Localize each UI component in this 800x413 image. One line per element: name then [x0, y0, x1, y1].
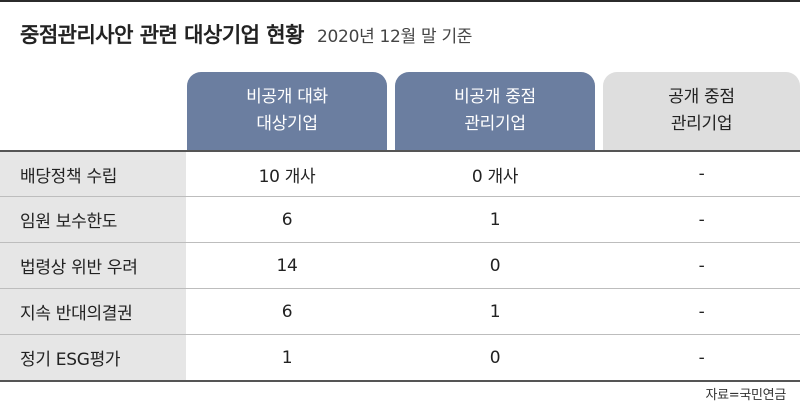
table-cell: 0	[489, 347, 501, 368]
table-row: 배당정책 수립 10 개사 0 개사 -	[0, 150, 800, 196]
column-header-public-focus: 공개 중점 관리기업	[603, 72, 800, 150]
row-label: 법령상 위반 우려	[0, 243, 186, 288]
table-header-row: 비공개 대화 대상기업 비공개 중점 관리기업 공개 중점 관리기업	[0, 72, 800, 150]
column-header-private-focus: 비공개 중점 관리기업	[395, 72, 595, 150]
table-cell: -	[698, 347, 705, 368]
table-cell: 0	[489, 255, 501, 276]
table-cell: 0 개사	[471, 166, 519, 187]
table-cell: 1	[489, 301, 501, 322]
table-cell: -	[698, 209, 705, 230]
table-cell: 1	[489, 209, 501, 230]
column-header-line: 비공개 대화	[246, 87, 328, 107]
row-label: 배당정책 수립	[0, 152, 186, 196]
column-header-line: 대상기업	[256, 114, 318, 134]
column-header-line: 공개 중점	[668, 87, 735, 107]
table-cell: -	[698, 301, 705, 322]
page-title: 중점관리사안 관련 대상기업 현황	[20, 23, 304, 47]
column-header-private-dialogue: 비공개 대화 대상기업	[187, 72, 387, 150]
table-cell: 1	[281, 347, 293, 368]
row-label: 임원 보수한도	[0, 197, 186, 242]
table-cell: 10 개사	[258, 166, 316, 187]
column-header-line: 관리기업	[670, 114, 733, 134]
table-cell: -	[698, 255, 705, 276]
table-cell: -	[698, 164, 705, 184]
row-label: 지속 반대의결권	[0, 289, 186, 334]
table-row: 임원 보수한도 6 1 -	[0, 196, 800, 242]
column-header-line: 비공개 중점	[454, 87, 536, 107]
table-row: 법령상 위반 우려 14 0 -	[0, 242, 800, 288]
table-row: 정기 ESG평가 1 0 -	[0, 334, 800, 382]
row-label: 정기 ESG평가	[0, 335, 186, 380]
column-header-line: 관리기업	[464, 114, 526, 134]
table-row: 지속 반대의결권 6 1 -	[0, 288, 800, 334]
title-row: 중점관리사안 관련 대상기업 현황 2020년 12월 말 기준	[20, 18, 472, 54]
page-subtitle: 2020년 12월 말 기준	[317, 27, 473, 47]
data-table: 비공개 대화 대상기업 비공개 중점 관리기업 공개 중점 관리기업 배당정책 …	[0, 72, 800, 382]
table-cell: 6	[281, 301, 293, 322]
table-cell: 14	[276, 255, 298, 276]
source-note: 자료=국민연금	[705, 388, 786, 403]
table-cell: 6	[281, 209, 293, 230]
top-rule	[0, 0, 800, 2]
